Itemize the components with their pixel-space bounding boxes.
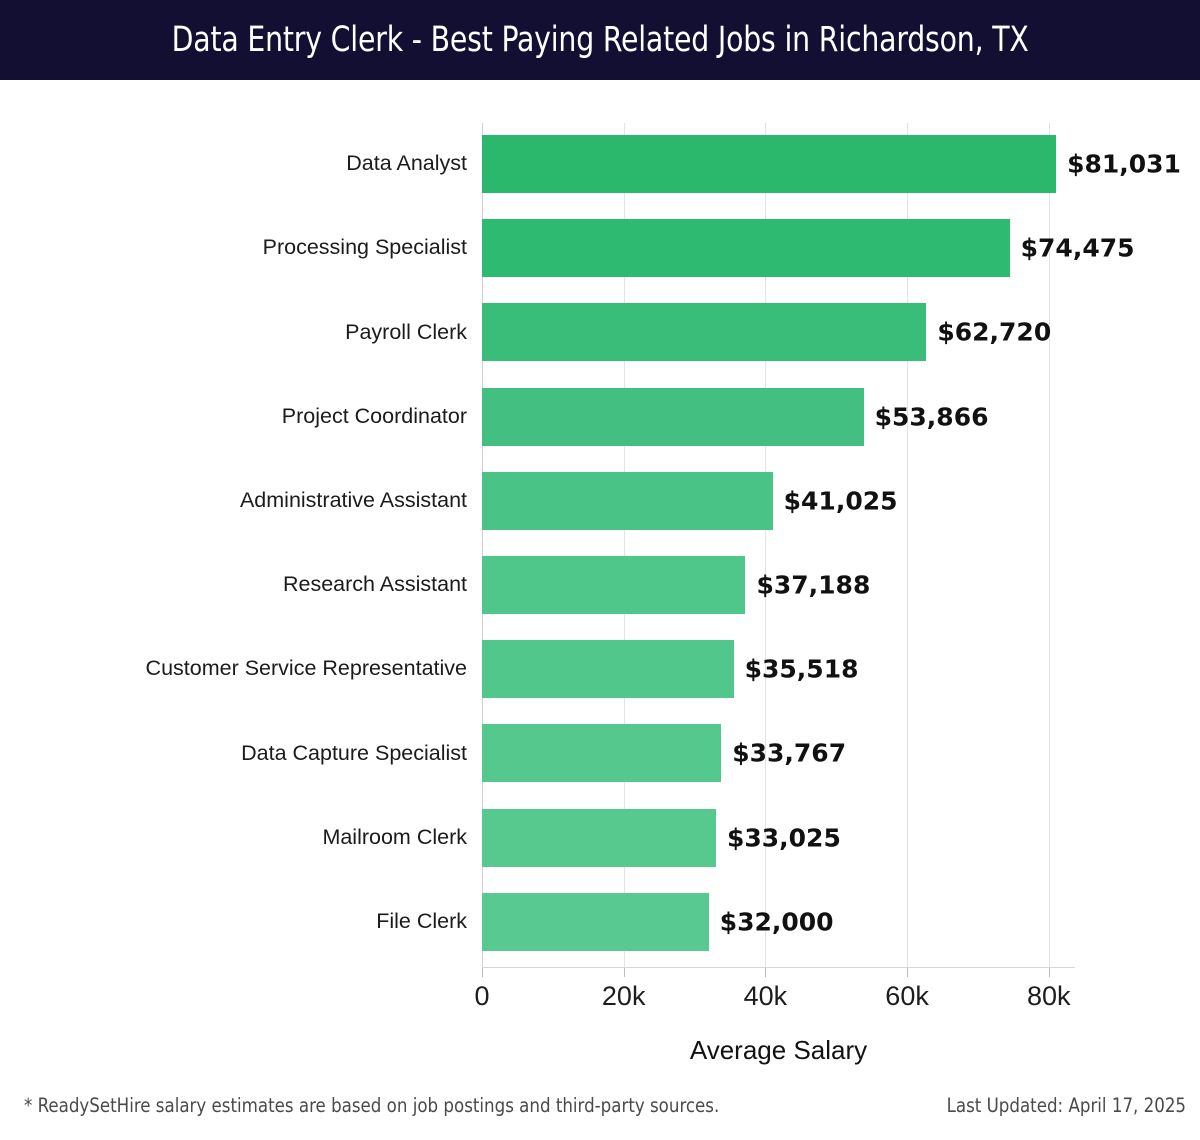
bar-row: Data Analyst $81,031 [346,135,1181,193]
bar-row: Project Coordinator $53,866 [282,387,1075,446]
footer: * ReadySetHire salary estimates are base… [0,1090,1200,1140]
y-axis-label-6: Research Assistant [283,556,467,614]
y-axis-label-text: Payroll Clerk [345,319,467,344]
bar[interactable] [482,808,716,867]
bar-value-label: $37,188 [756,570,871,600]
bar-row: Data Capture Specialist $33,767 [241,724,1075,783]
bar-value-label: $32,000 [719,907,834,937]
y-axis-label-10: File Clerk [376,893,467,951]
y-axis-label-text: Customer Service Representative [145,656,467,681]
plot-area: 0 20k 40k 60k 80k Data Analyst $81,031 Processi… [146,123,1181,1011]
bar-value-label: $41,025 [783,486,898,516]
bar-value-label: $53,866 [874,402,989,432]
x-axis-tick [623,968,625,977]
y-axis-label-text: File Clerk [376,909,467,934]
x-axis-tick-label: 0 [474,981,490,1011]
y-axis-label-7: Customer Service Representative [146,640,467,698]
bar[interactable] [482,471,773,530]
bar-value-label: $33,767 [732,738,847,768]
y-axis-label-text: Processing Specialist [262,235,467,260]
x-axis-tick [482,968,483,977]
bar[interactable] [482,892,709,951]
y-axis-label-2: Processing Specialist [263,219,467,277]
y-axis-label-text: Data Analyst [346,151,467,176]
y-axis-label-text: Administrative Assistant [239,488,467,513]
bar-row: File Clerk $32,000 [376,892,1075,951]
y-axis-label-8: Data Capture Specialist [241,724,467,782]
bar-value-label: $74,475 [1020,233,1135,263]
x-axis-tick-label: 40k [743,981,788,1011]
bar-row: Customer Service Representative $35,518 [146,640,1075,699]
x-axis-tick [765,968,767,977]
bar[interactable] [482,556,746,614]
x-axis-line [482,967,1075,968]
y-axis-label-4: Project Coordinator [282,388,467,446]
gridline [907,123,909,967]
y-axis-line [482,123,483,967]
bar[interactable] [482,640,734,699]
bar-row: Administrative Assistant $41,025 [240,471,1075,530]
x-axis-tick-label: 20k [601,981,646,1011]
chart-container: 0 20k 40k 60k 80k Data Analyst $81,031 Processi… [0,80,1200,1080]
footer-last-updated: Last Updated: April 17, 2025 [946,1094,1186,1117]
x-axis-title: Average Salary [689,1035,868,1065]
bar-value-label: $81,031 [1067,149,1181,179]
bar[interactable] [482,219,1010,278]
bar[interactable] [482,387,864,446]
bar[interactable] [482,135,1057,193]
gridline [623,123,625,967]
y-axis-label-text: Mailroom Clerk [322,824,467,849]
bar-row: Mailroom Clerk $33,025 [322,808,1075,867]
x-axis-tick [1048,968,1050,977]
y-axis-label-5: Administrative Assistant [240,472,467,530]
x-axis-tick-label: 80k [1027,981,1071,1011]
bar-value-label: $33,025 [726,823,841,853]
y-axis-label-1: Data Analyst [346,135,467,193]
header-bar: Data Entry Clerk - Best Paying Related J… [0,0,1200,80]
page-title: Data Entry Clerk - Best Paying Related J… [171,20,1029,60]
y-axis-label-3: Payroll Clerk [345,303,467,361]
x-axis-tick [907,968,909,977]
y-axis-label-text: Project Coordinator [281,403,467,428]
bar-value-label: $62,720 [937,317,1052,347]
bar[interactable] [482,303,927,362]
y-axis-label-9: Mailroom Clerk [322,809,467,867]
x-axis-tick-label: 60k [885,981,929,1011]
footer-disclaimer: * ReadySetHire salary estimates are base… [24,1094,720,1117]
y-axis-label-text: Data Capture Specialist [241,740,467,765]
bar[interactable] [482,724,722,783]
bar-row: Payroll Clerk $62,720 [345,303,1075,362]
y-axis-label-text: Research Assistant [282,572,467,597]
gridline [765,123,767,967]
gridline [1048,123,1050,967]
bar-row: Processing Specialist $74,475 [263,219,1135,278]
bar-value-label: $35,518 [744,654,859,684]
bar-row: Research Assistant $37,188 [283,556,1075,614]
